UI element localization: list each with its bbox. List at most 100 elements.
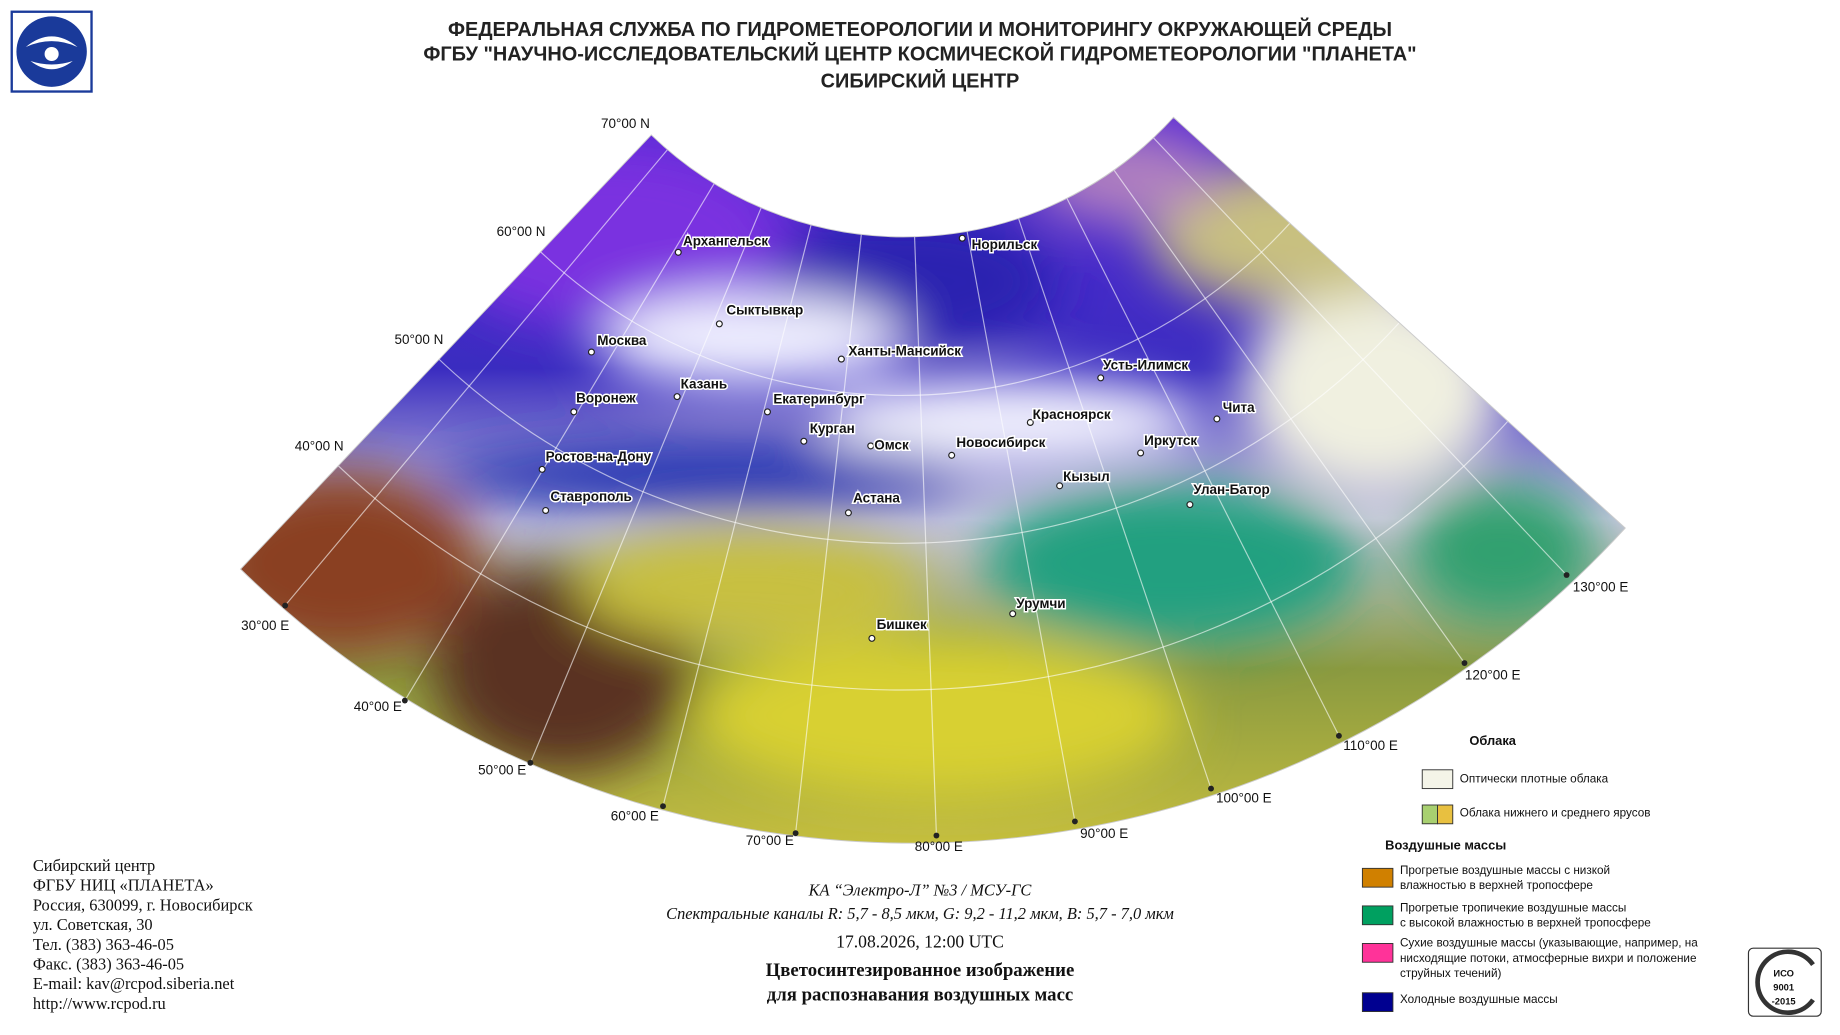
city-label: Омск [874,437,909,452]
city-dot [1213,415,1221,423]
longitude-dot [792,830,799,837]
city-label: Норильск [972,237,1038,252]
legend-item: Облака нижнего и среднего ярусов [1460,806,1651,819]
city-label: Новосибирск [956,435,1045,450]
latitude-line [376,117,1427,397]
meridian-line [662,117,902,807]
city-dot [715,320,723,328]
city-label: Архангельск [683,233,768,248]
map-border [239,116,1626,844]
contact-line: http://www.rcpod.ru [33,994,166,1013]
city-label: Ханты-Мансийск [848,344,961,359]
longitude-dot [1563,572,1570,578]
longitude-label: 30°00 E [241,618,289,633]
city-label: Усть-Илимск [1103,358,1188,373]
meridian-line [900,117,1076,822]
logo [10,10,93,93]
city-dot [1009,610,1017,618]
longitude-dot [1208,785,1214,792]
city-dot [674,248,682,256]
contact-line: Сибирский центр [33,856,155,875]
datetime: 17.08.2026, 12:00 UTC [836,932,1004,952]
legend-item: нисходящие потоки, атмосферные вихри и п… [1400,952,1697,965]
legend-item: Холодные воздушные массы [1400,993,1558,1006]
iso-text: ИСО [1773,968,1794,978]
contact-line: E-mail: kav@rcpod.siberia.net [33,974,235,993]
longitude-label: 90°00 E [1080,826,1128,841]
city-dot [958,234,966,242]
meridian-line [529,117,902,763]
legend-item: влажностью в верхней тропосфере [1400,879,1593,892]
meridian-line [900,117,1212,789]
contact-line: ФГБУ НИЦ «ПЛАНЕТА» [33,876,214,895]
city-dot [538,465,546,473]
satellite: КА “Электро-Л” №3 / МСУ-ГС [808,881,1033,900]
latitude-line [240,117,1626,691]
contact-line: Факс. (383) 363-46-05 [33,955,184,974]
city-label: Улан-Батор [1193,482,1269,497]
city-label: Кызыл [1063,469,1110,484]
contact-line: Тел. (383) 363-46-05 [33,935,174,954]
city-label: Ростов-на-Дону [546,449,652,464]
city-dot [587,348,595,356]
meridian-line [404,117,902,701]
legend-swatches [1361,769,1454,1013]
longitude-dot [660,803,666,810]
city-label: Ставрополь [550,489,632,504]
city-label: Чита [1223,400,1255,415]
longitude-label: 120°00 E [1465,667,1521,682]
city-dot [868,634,876,642]
city-label: Урумчи [1016,596,1065,611]
longitude-label: 80°00 E [915,839,963,854]
channels: Спектральные каналы R: 5,7 - 8,5 мкм, G:… [666,904,1174,923]
latitude-line [240,117,1575,544]
meridian-line [795,117,902,834]
city-dot [570,408,578,416]
legend-item: струйных течений) [1400,967,1502,980]
city-dot [1097,374,1105,382]
longitude-label: 60°00 E [611,808,659,823]
iso-badge [1747,947,1822,1017]
longitude-label: 70°00 E [746,833,794,848]
latitude-label: 40°00 N [295,439,344,454]
header-line: СИБИРСКИЙ ЦЕНТР [821,68,1020,92]
longitude-dot [401,697,408,704]
meridian-line [900,117,1465,664]
longitude-label: 40°00 E [354,699,402,714]
legend-item: с высокой влажностью в верхней тропосфер… [1400,917,1651,930]
meridian-line [900,117,938,836]
city-label: Казань [681,376,728,391]
city-dot [1186,501,1194,509]
city-label: Иркутск [1144,433,1197,448]
graticule [240,117,1626,836]
city-label: Бишкек [877,617,927,632]
product-title: Цветосинтезированное изображение [766,960,1075,981]
city-dot [673,393,681,401]
longitude-dot [1335,732,1342,739]
city-dot [948,451,956,459]
longitude-dot [933,832,940,839]
contact-line: ул. Советская, 30 [33,915,153,934]
city-label: Астана [853,490,900,505]
longitude-label: 50°00 E [478,763,526,778]
legend-item: Прогретые тропичекие воздушные массы [1400,901,1626,914]
header-line: ФЕДЕРАЛЬНАЯ СЛУЖБА ПО ГИДРОМЕТЕОРОЛОГИИ … [448,17,1392,41]
iso-text: -2015 [1772,997,1796,1007]
header-line: ФГБУ "НАУЧНО-ИССЛЕДОВАТЕЛЬСКИЙ ЦЕНТР КОС… [423,41,1416,65]
city-label: Москва [597,333,647,348]
city-dot [837,355,845,363]
longitude-dot [1461,660,1468,666]
longitude-dot [1071,818,1078,825]
legend-title: Облака [1469,733,1516,748]
city-label: Курган [810,421,855,436]
city-label: Екатеринбург [773,392,865,407]
meridian-line [284,117,902,606]
latitude-label: 60°00 N [497,224,546,239]
city-dot [1056,482,1064,490]
longitude-label: 110°00 E [1343,738,1398,753]
meridian-line [900,117,1568,576]
contact-line: Россия, 630099, г. Новосибирск [33,895,253,914]
